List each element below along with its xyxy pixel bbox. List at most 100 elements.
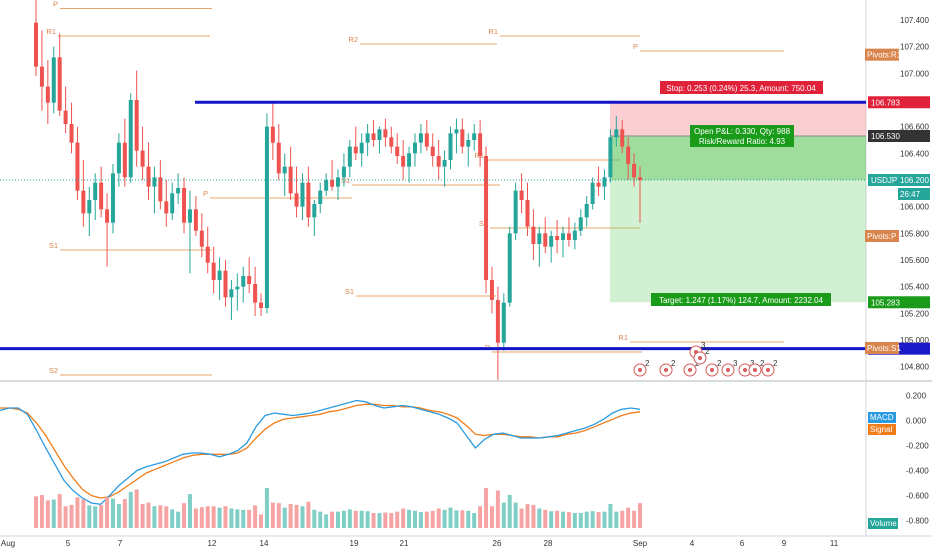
volume-bar [572, 513, 577, 528]
date-tick: 5 [66, 539, 71, 548]
volume-bar [555, 510, 560, 528]
macd-tick: -0.800 [906, 517, 929, 526]
volume-bar [418, 512, 423, 528]
volume-bar [460, 510, 465, 528]
price-tick: 106.600 [900, 123, 929, 132]
volume-bar [253, 505, 258, 528]
date-tick: Sep [633, 539, 648, 548]
candle-body [211, 262, 216, 280]
volume-bar [288, 504, 293, 528]
price-label-entry-box [868, 130, 930, 142]
candle-body [395, 146, 400, 156]
date-tick: 21 [400, 539, 409, 548]
event-markers[interactable]: 2223322322 [633, 341, 778, 377]
candle-body [614, 129, 619, 138]
horizontal-lines[interactable] [0, 100, 866, 351]
volume-bar [241, 509, 246, 528]
volume-bar [626, 507, 631, 528]
price-label-stop: 106.783 [871, 98, 900, 107]
candle-body [454, 129, 459, 134]
volume-bar [365, 511, 370, 528]
macd-tick: -0.200 [906, 442, 929, 451]
candle-body [223, 270, 228, 298]
candle-body [199, 230, 204, 247]
volume-bars [34, 488, 642, 528]
volume-bar [235, 509, 240, 528]
event-count: 2 [717, 359, 722, 368]
candle-body [51, 57, 56, 103]
rr-label: Risk/Reward Ratio: 4.93 [699, 137, 786, 146]
candle-body [324, 180, 329, 191]
macd-legend: MACD [870, 413, 894, 422]
candle-body [312, 204, 317, 218]
candle-body [602, 177, 607, 187]
volume-bar [176, 511, 181, 528]
volume-bar [620, 510, 625, 528]
pnl-label-box [690, 125, 794, 147]
event-count: 3 [750, 359, 755, 368]
position-tool[interactable]: Stop: 0.253 (0.24%) 25.3, Amount: 750.04… [610, 81, 866, 306]
price-tick: 104.800 [900, 363, 929, 372]
countdown-box [898, 188, 930, 200]
pivot-mark: R1 [488, 27, 498, 36]
candle-body [294, 193, 299, 207]
pivot-mark: S1 [49, 241, 58, 250]
candle-body [501, 302, 506, 343]
symbol-label: USDJPY [871, 176, 903, 185]
candle-body [484, 156, 489, 280]
pivot-label: Pivots:S1 [867, 344, 901, 353]
volume-bar [229, 508, 234, 528]
volume-bar [424, 511, 429, 528]
event-count: 2 [645, 359, 650, 368]
candle-body [495, 300, 500, 343]
candle-body [555, 236, 560, 240]
volume-bar [501, 502, 506, 528]
pivot-mark: R1 [46, 27, 56, 36]
candle-body [596, 182, 601, 187]
volume-bar [407, 509, 412, 528]
volume-bar [158, 505, 163, 528]
candle-body [193, 209, 198, 231]
candle-body [187, 209, 192, 223]
volume-bar [312, 509, 317, 528]
pivot-mark: S1 [479, 219, 488, 228]
candle-body [318, 190, 323, 204]
target-label: Target: 1.247 (1.17%) 124.7, Amount: 223… [659, 296, 824, 305]
volume-bar [442, 509, 447, 528]
volume-bar [549, 511, 554, 528]
price-tick: 106.400 [900, 149, 929, 158]
candle-body [75, 142, 80, 191]
candle-body [436, 156, 441, 167]
volume-bar [182, 503, 187, 528]
candle-body [57, 57, 62, 111]
volume-bar [300, 506, 305, 528]
volume-bar [537, 508, 542, 528]
candle-body [347, 146, 352, 167]
candle-body [466, 140, 471, 147]
price-tick: 105.400 [900, 283, 929, 292]
volume-bar [324, 514, 329, 528]
price-label-target-box [868, 296, 930, 309]
volume-bar [359, 510, 364, 528]
price-tick: 106.000 [900, 203, 929, 212]
candle-body [152, 177, 157, 187]
volume-bar [347, 509, 352, 528]
candle-body [306, 182, 311, 218]
date-tick: 9 [782, 539, 787, 548]
volume-bar [436, 508, 441, 528]
date-tick: 4 [690, 539, 695, 548]
event-dot [688, 368, 692, 372]
price-label-target: 105.283 [871, 298, 900, 307]
volume-bar [122, 499, 127, 528]
candle-body [638, 177, 642, 180]
candle-body [561, 233, 566, 240]
candle-body [264, 126, 269, 309]
candle-body [371, 133, 376, 140]
volume-bar [401, 508, 406, 528]
volume-bar [371, 513, 376, 528]
candle-body [537, 233, 542, 244]
volume-bar [489, 506, 494, 528]
candle-body [513, 190, 518, 234]
pivot-mark: P [203, 189, 208, 198]
